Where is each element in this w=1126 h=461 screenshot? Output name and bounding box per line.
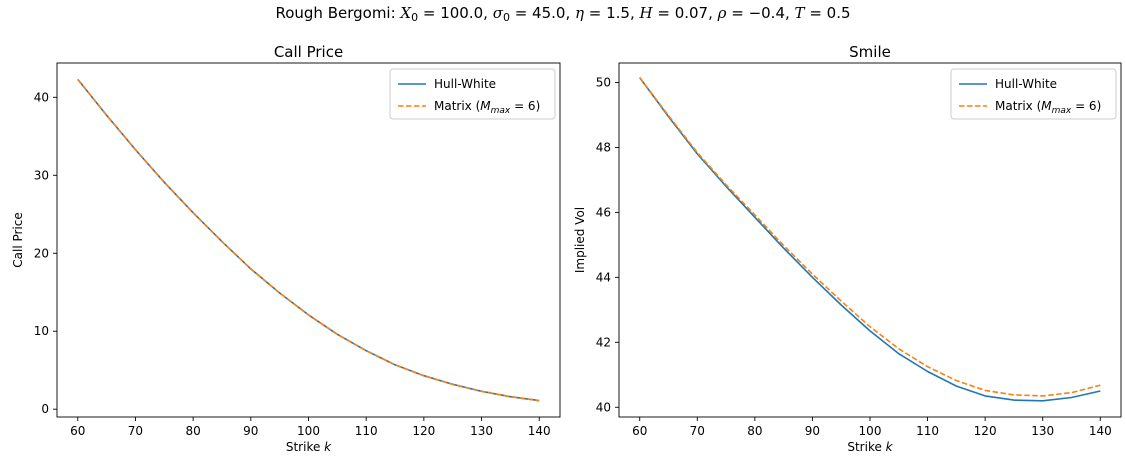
y-tick-label: 48	[596, 140, 611, 154]
y-tick-label: 44	[596, 270, 611, 284]
y-tick-label: 46	[596, 205, 611, 219]
figure-param-3: H = 0.07,	[639, 4, 718, 22]
x-tick-label: 90	[805, 424, 820, 438]
y-tick-label: 40	[596, 400, 611, 414]
figure-param-5: T = 0.5	[794, 4, 851, 22]
y-tick-label: 50	[596, 75, 611, 89]
chart-title: Smile	[849, 43, 891, 61]
y-tick-label: 42	[596, 335, 611, 349]
figure-title-prefix: Rough Bergomi:	[275, 4, 401, 22]
legend-label: Hull-White	[995, 77, 1057, 91]
figure-param-2: η = 1.5,	[575, 4, 640, 22]
y-axis-label: Implied Vol	[573, 207, 587, 273]
x-tick-label: 80	[185, 424, 200, 438]
x-tick-label: 140	[1089, 424, 1112, 438]
legend-box	[950, 68, 1117, 120]
x-tick-label: 130	[470, 424, 493, 438]
x-tick-label: 140	[528, 424, 551, 438]
chart-title: Call Price	[274, 43, 343, 61]
x-tick-label: 80	[747, 424, 762, 438]
x-tick-label: 130	[1031, 424, 1054, 438]
legend-label: Hull-White	[434, 77, 496, 91]
figure-param-0: X0 = 100.0,	[400, 4, 493, 24]
chart-panel-1: Smile 60 70 80 90 100 110 120 130 140 40 42 44 46 48 50…	[573, 43, 1122, 454]
x-tick-label: 90	[243, 424, 258, 438]
plot-frame	[618, 62, 1122, 418]
legend-box	[389, 68, 556, 120]
x-tick-label: 60	[70, 424, 85, 438]
figure-title: Rough Bergomi: X0 = 100.0, σ0 = 45.0, η …	[0, 4, 1126, 24]
x-tick-label: 120	[974, 424, 997, 438]
series-line-matrix	[639, 77, 1101, 397]
y-tick-label: 30	[34, 168, 49, 182]
y-tick-label: 20	[34, 246, 49, 260]
series-line-matrix	[77, 78, 540, 402]
y-tick-label: 10	[34, 324, 49, 338]
x-tick-label: 70	[690, 424, 705, 438]
x-tick-label: 110	[355, 424, 378, 438]
series-line-hull-white	[77, 78, 540, 402]
figure-param-1: σ0 = 45.0,	[492, 4, 575, 24]
series-line-hull-white	[639, 77, 1101, 402]
legend-label: Matrix (Mmax = 6)	[995, 99, 1101, 116]
x-tick-label: 60	[632, 424, 647, 438]
x-tick-label: 110	[916, 424, 939, 438]
x-tick-label: 70	[128, 424, 143, 438]
x-tick-label: 100	[297, 424, 320, 438]
x-tick-label: 120	[412, 424, 435, 438]
legend-label: Matrix (Mmax = 6)	[434, 99, 540, 116]
x-axis-label: Strike k	[847, 440, 893, 454]
x-axis-label: Strike k	[286, 440, 332, 454]
y-tick-label: 0	[41, 402, 49, 416]
plot-frame	[56, 62, 561, 418]
y-axis-label: Call Price	[11, 212, 25, 268]
x-tick-label: 100	[859, 424, 882, 438]
chart-panel-0: Call Price 60 70 80 90 100 110 120 130 140 0 10 20 30…	[11, 43, 561, 454]
figure-param-4: ρ = −0.4,	[717, 4, 795, 22]
y-tick-label: 40	[34, 90, 49, 104]
